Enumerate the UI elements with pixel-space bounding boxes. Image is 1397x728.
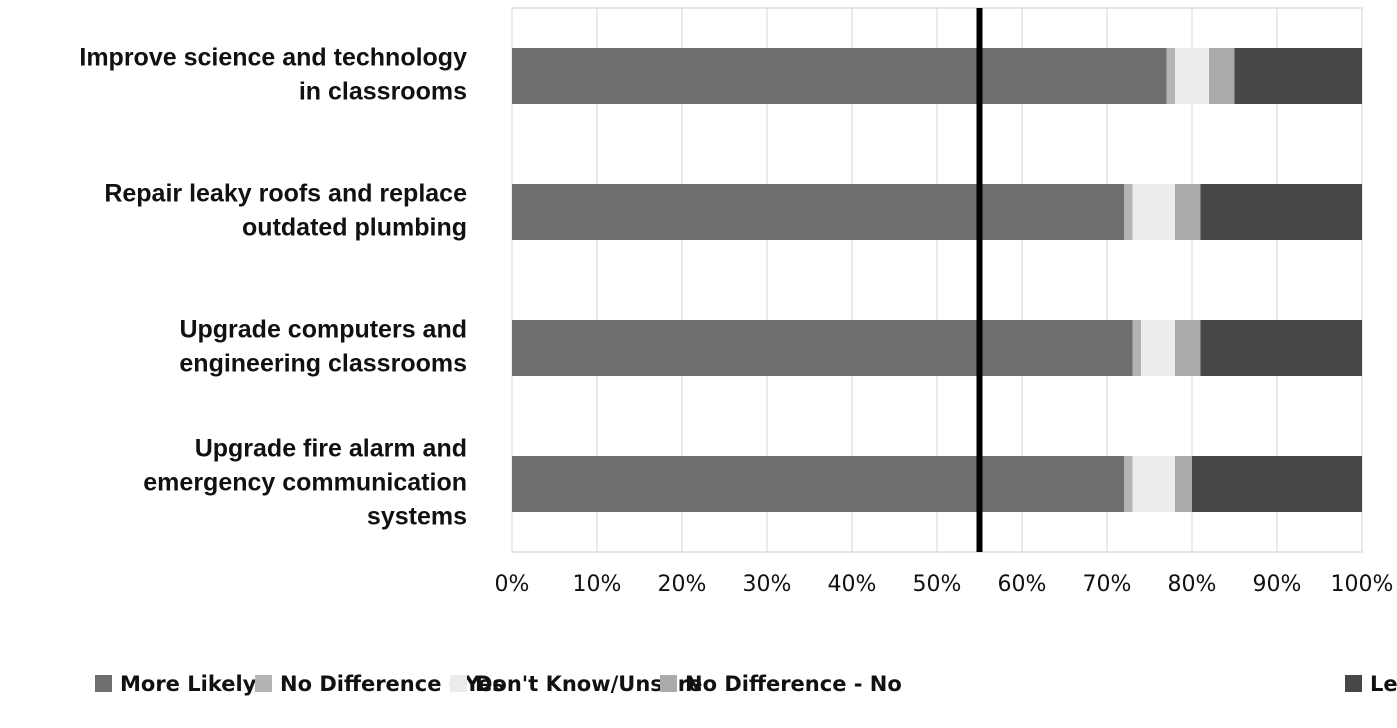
- legend-swatch: [660, 675, 677, 692]
- bar-segment: [1166, 48, 1175, 104]
- x-tick-label: 0%: [495, 572, 530, 597]
- bar-segment: [1200, 320, 1362, 376]
- x-tick-label: 80%: [1168, 572, 1217, 597]
- bar-segment: [1234, 48, 1362, 104]
- bar-segment: [512, 456, 1124, 512]
- x-tick-label: 60%: [998, 572, 1047, 597]
- bar-segment: [1175, 320, 1201, 376]
- bar-segment: [1141, 320, 1175, 376]
- x-tick-label: 70%: [1083, 572, 1132, 597]
- legend-label: No Difference - No: [685, 672, 902, 696]
- bar-segment: [1175, 184, 1201, 240]
- category-label: Upgrade computers and: [179, 316, 467, 344]
- bar-segment: [1192, 456, 1362, 512]
- category-label: systems: [367, 503, 467, 531]
- x-tick-label: 20%: [658, 572, 707, 597]
- legend-label: No Difference - Yes: [280, 672, 505, 696]
- category-label: in classrooms: [299, 78, 467, 106]
- legend-swatch: [450, 675, 467, 692]
- legend-swatch: [255, 675, 272, 692]
- legend-swatch: [1345, 675, 1362, 692]
- bar-segment: [1132, 184, 1175, 240]
- bar-segment: [1132, 320, 1141, 376]
- category-label: Repair leaky roofs and replace: [104, 180, 467, 208]
- x-tick-label: 30%: [743, 572, 792, 597]
- bar-segment: [1175, 48, 1209, 104]
- bar-segment: [512, 48, 1167, 104]
- x-tick-label: 50%: [913, 572, 962, 597]
- bar-segment: [512, 184, 1124, 240]
- x-tick-label: 100%: [1331, 572, 1394, 597]
- category-label: Improve science and technology: [79, 44, 467, 72]
- legend-swatch: [95, 675, 112, 692]
- category-label: emergency communication: [143, 469, 467, 497]
- legend-label: More Likely: [120, 672, 257, 696]
- bar-segment: [1209, 48, 1235, 104]
- category-label: Upgrade fire alarm and: [195, 435, 467, 463]
- bar-segment: [512, 320, 1133, 376]
- x-tick-label: 10%: [573, 572, 622, 597]
- bar-segment: [1200, 184, 1362, 240]
- bar-segment: [1175, 456, 1192, 512]
- x-tick-label: 90%: [1253, 572, 1302, 597]
- x-tick-label: 40%: [828, 572, 877, 597]
- category-label: engineering classrooms: [179, 350, 467, 378]
- category-label: outdated plumbing: [242, 214, 467, 242]
- bar-segment: [1124, 456, 1133, 512]
- legend-label: Less Likely: [1370, 672, 1397, 696]
- bar-segment: [1132, 456, 1175, 512]
- bar-segment: [1124, 184, 1133, 240]
